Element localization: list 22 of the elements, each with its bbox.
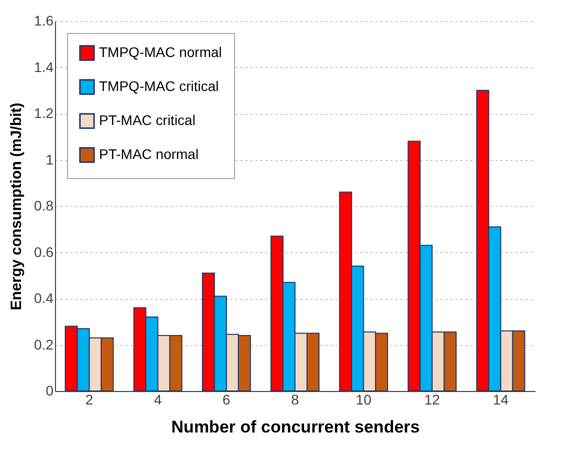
x-tick-label: 12 — [424, 392, 440, 408]
legend-label: PT-MAC critical — [99, 112, 196, 128]
legend-label: PT-MAC normal — [99, 146, 199, 162]
x-tick-label: 10 — [356, 392, 372, 408]
x-tick-label: 4 — [154, 392, 162, 408]
y-axis-title: Energy consumption (mJ/bit) — [8, 102, 26, 310]
legend-label: TMPQ-MAC critical — [99, 78, 219, 94]
y-tick-label: 0.2 — [34, 336, 54, 352]
y-tick-label: 1.2 — [34, 105, 54, 121]
x-tick-label: 6 — [222, 392, 231, 408]
y-tick-label: 1.4 — [34, 58, 54, 75]
y-tick-label: 1 — [46, 151, 54, 168]
x-axis-title: Number of concurrent senders — [171, 418, 420, 436]
legend-label: TMPQ-MAC normal — [99, 44, 222, 60]
y-tick-label: 1.6 — [34, 12, 54, 28]
y-tick-label: 0 — [46, 382, 54, 398]
y-tick-label: 0.4 — [34, 290, 54, 306]
x-tick-label: 8 — [291, 392, 300, 408]
x-tick-label: 2 — [85, 392, 94, 408]
x-tick-label: 14 — [492, 392, 509, 408]
y-tick-label: 0.8 — [34, 198, 54, 214]
y-tick-label: 0.6 — [34, 244, 54, 260]
